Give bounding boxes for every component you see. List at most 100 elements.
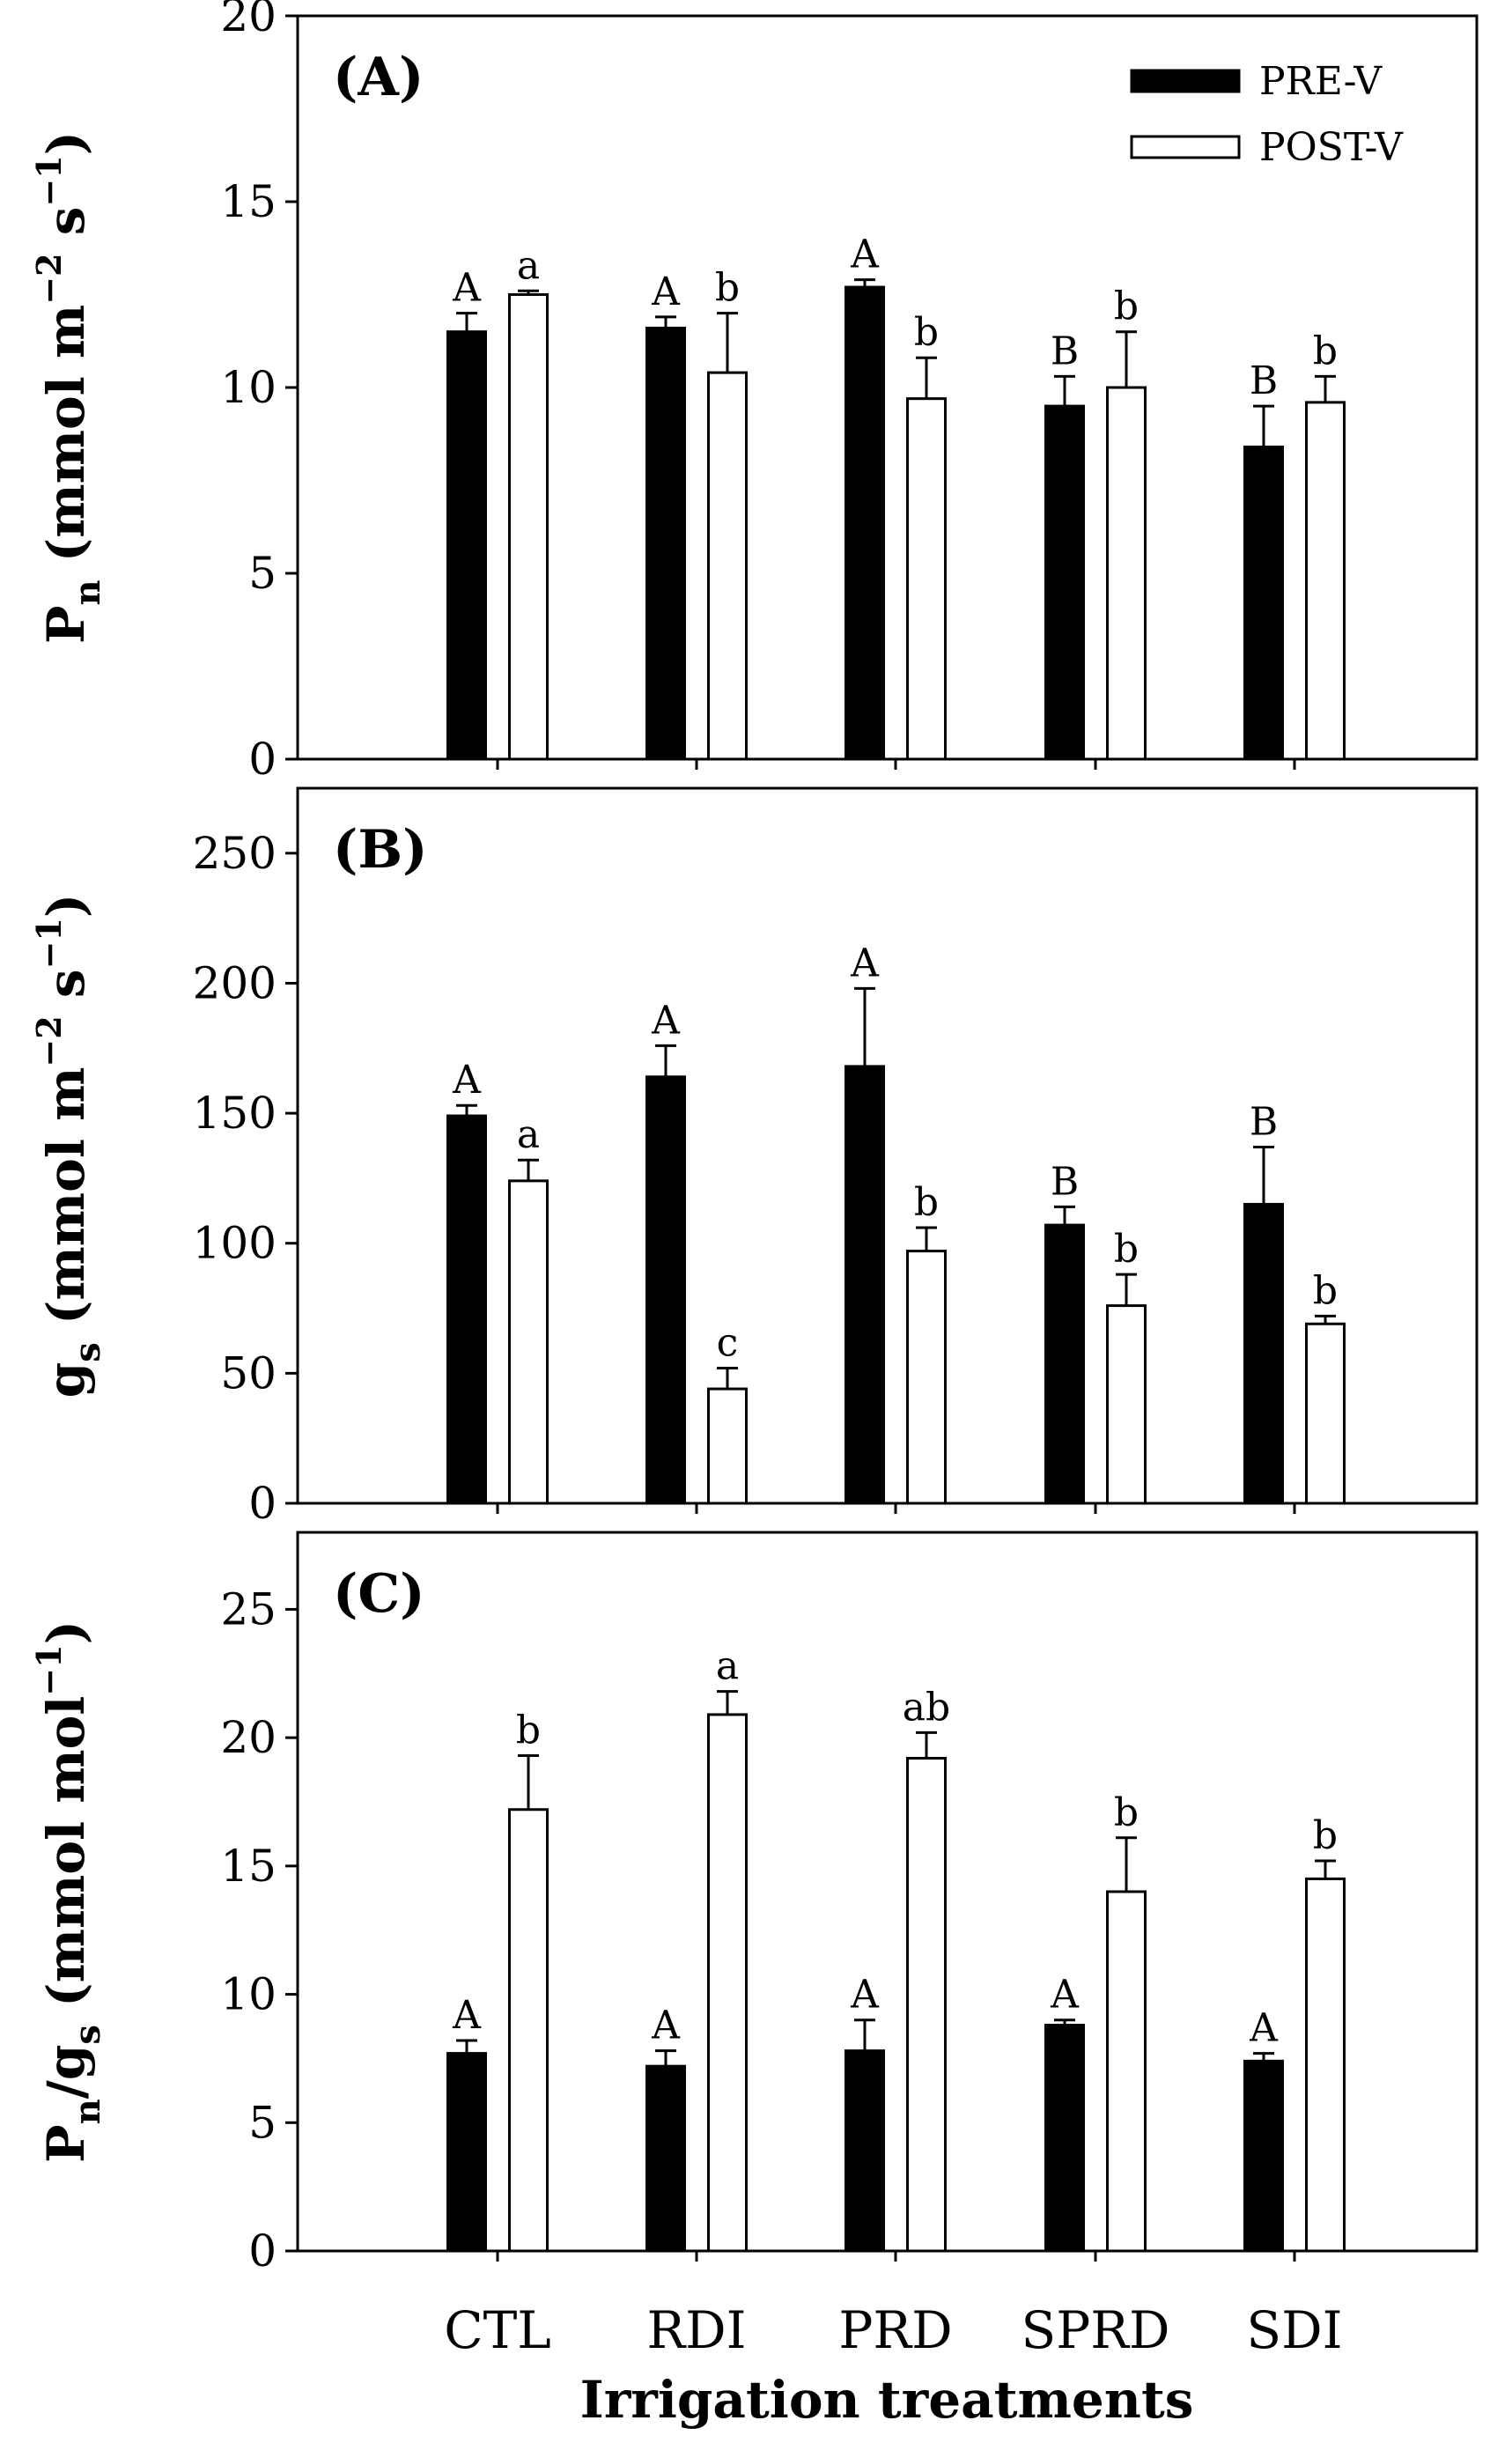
significance-letter-post-v: c xyxy=(717,1320,739,1365)
significance-letter-pre-v: A xyxy=(452,1058,482,1103)
significance-letter-post-v: b xyxy=(1114,284,1139,329)
y-tick-label: 0 xyxy=(248,2225,277,2277)
x-category-label: PRD xyxy=(838,2300,952,2360)
bar-post-v xyxy=(906,397,947,761)
bar-pre-v xyxy=(845,285,885,761)
bar-post-v xyxy=(508,293,549,761)
significance-letter-post-v: b xyxy=(1114,1790,1139,1835)
bar-post-v xyxy=(1305,1322,1346,1505)
bar-post-v xyxy=(508,1179,549,1505)
bar-pre-v xyxy=(845,1065,885,1505)
x-axis-title: Irrigation treatments xyxy=(580,2370,1194,2430)
y-tick-label: 0 xyxy=(248,1478,277,1529)
bar-post-v xyxy=(906,1250,947,1505)
y-tick-label: 50 xyxy=(220,1347,277,1398)
bar-pre-v xyxy=(845,2049,885,2253)
legend-swatch-post-v xyxy=(1130,135,1241,159)
legend-label-post-v: POST-V xyxy=(1259,125,1404,170)
bar-pre-v xyxy=(1243,2059,1284,2253)
significance-letter-pre-v: B xyxy=(1051,1159,1079,1204)
significance-letter-post-v: b xyxy=(516,1708,541,1753)
bar-pre-v xyxy=(446,1114,487,1505)
y-tick-label: 20 xyxy=(220,0,277,41)
significance-letter-post-v: b xyxy=(1114,1227,1139,1272)
significance-letter-pre-v: A xyxy=(651,269,681,314)
panel-label: (B) xyxy=(333,819,428,881)
significance-letter-post-v: b xyxy=(914,310,939,355)
bar-pre-v xyxy=(1044,404,1085,761)
significance-letter-pre-v: A xyxy=(850,232,880,277)
significance-letter-post-v: a xyxy=(517,243,540,288)
y-axis-title: Pn (mmol m−2 s−1) xyxy=(29,131,108,644)
x-category-label: SDI xyxy=(1246,2300,1342,2360)
significance-letter-pre-v: A xyxy=(850,1973,880,2018)
significance-letter-pre-v: A xyxy=(850,941,880,985)
panel-2: 0 50 100 150 200 250 A A A B Ba c b b b (B) gs (mmol m−2… xyxy=(29,786,1479,1529)
bar-pre-v xyxy=(446,330,487,761)
bar-post-v xyxy=(1106,386,1147,761)
legend-label-pre-v: PRE-V xyxy=(1259,59,1383,104)
significance-letter-post-v: b xyxy=(715,266,740,311)
significance-letter-post-v: b xyxy=(1313,328,1338,373)
plot-frame xyxy=(296,786,1479,1505)
significance-letter-post-v: a xyxy=(716,1644,739,1689)
y-tick-label: 250 xyxy=(193,828,277,879)
legend: PRE-V POST-V xyxy=(1130,59,1404,170)
panel-3: 0 5 10 15 20 25 A A A A Ab a ab b b (C) Pn/gs (mmol mol−… xyxy=(29,1531,1479,2360)
y-tick-label: 5 xyxy=(248,2097,277,2148)
bar-pre-v xyxy=(1044,1223,1085,1505)
significance-letter-post-v: b xyxy=(1313,1813,1338,1858)
significance-letter-pre-v: A xyxy=(1050,1973,1080,2018)
y-axis-title: Pn/gs (mmol mol−1) xyxy=(29,1620,108,2163)
significance-letter-pre-v: B xyxy=(1250,1099,1278,1144)
bar-pre-v xyxy=(1243,446,1284,761)
y-tick-label: 10 xyxy=(220,362,277,413)
panel-label: (C) xyxy=(333,1563,425,1625)
bar-pre-v xyxy=(1243,1202,1284,1505)
bar-post-v xyxy=(707,1713,748,2253)
significance-letter-pre-v: A xyxy=(452,1993,482,2038)
panel-1: 0 5 10 15 20 A A A B Ba b b b b (A) Pn (mmol m−2 s−1) xyxy=(29,0,1479,785)
bar-pre-v xyxy=(446,2052,487,2253)
bar-post-v xyxy=(707,371,748,761)
significance-letter-pre-v: B xyxy=(1051,328,1079,373)
significance-letter-pre-v: A xyxy=(1249,2006,1279,2051)
bar-post-v xyxy=(508,1808,549,2253)
significance-letter-post-v: b xyxy=(1313,1268,1338,1313)
bar-post-v xyxy=(1305,1877,1346,2253)
x-category-label: CTL xyxy=(444,2300,551,2360)
bar-post-v xyxy=(1305,401,1346,761)
significance-letter-pre-v: A xyxy=(651,998,681,1043)
panel-label: (A) xyxy=(333,47,424,108)
x-category-label: RDI xyxy=(646,2300,746,2360)
significance-letter-post-v: a xyxy=(517,1112,540,1157)
bar-post-v xyxy=(906,1756,947,2253)
y-tick-label: 5 xyxy=(248,548,277,599)
bar-post-v xyxy=(707,1387,748,1505)
bar-post-v xyxy=(1106,1890,1147,2253)
y-tick-label: 10 xyxy=(220,1969,277,2020)
significance-letter-pre-v: A xyxy=(651,2004,681,2048)
significance-letter-post-v: b xyxy=(914,1180,939,1225)
y-tick-label: 15 xyxy=(220,176,277,227)
bar-pre-v xyxy=(1044,2024,1085,2253)
bar-pre-v xyxy=(645,2064,686,2253)
y-axis-title: gs (mmol m−2 s−1) xyxy=(29,894,108,1398)
legend-swatch-pre-v xyxy=(1130,69,1241,93)
y-tick-label: 150 xyxy=(193,1088,277,1139)
x-category-label: SPRD xyxy=(1022,2300,1170,2360)
bar-pre-v xyxy=(645,326,686,761)
bar-pre-v xyxy=(645,1075,686,1505)
y-tick-label: 20 xyxy=(220,1712,277,1763)
significance-letter-pre-v: B xyxy=(1250,358,1278,403)
significance-letter-pre-v: A xyxy=(452,266,482,311)
significance-letter-post-v: ab xyxy=(903,1685,950,1730)
bar-post-v xyxy=(1106,1304,1147,1505)
y-tick-label: 25 xyxy=(220,1583,277,1635)
y-tick-label: 200 xyxy=(193,957,277,1008)
plot-frame xyxy=(296,1531,1479,2253)
y-tick-label: 100 xyxy=(193,1218,277,1269)
y-tick-label: 15 xyxy=(220,1841,277,1892)
